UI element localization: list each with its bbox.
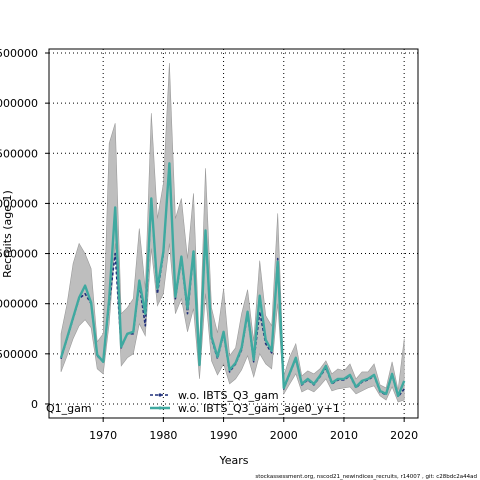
confidence-band-area <box>60 62 405 403</box>
legend-marker-2 <box>158 406 162 410</box>
x-tick-label-1990: 1990 <box>210 429 238 442</box>
y-tick-label-3000000: 3000000 <box>0 97 38 110</box>
x-tick-label-2020: 2020 <box>390 429 418 442</box>
legend-left-entry-fragment: Q1_gam <box>46 402 92 415</box>
confidence-band <box>60 62 405 403</box>
y-tick-label-3500000: 3500000 <box>0 47 38 60</box>
y-tick-label-2500000: 2500000 <box>0 147 38 160</box>
series-line-2 <box>59 162 406 398</box>
y-axis-title: Recruits (age 1) <box>1 190 14 278</box>
axes: 1970 1980 1990 2000 2010 2020 0 500000 1000000 15… <box>0 47 419 442</box>
x-tick-label-2010: 2010 <box>330 429 358 442</box>
y-tick-label-0: 0 <box>31 398 38 411</box>
x-tick-label-1980: 1980 <box>149 429 177 442</box>
legend-label-1: w.o. IBTS_Q3_gam <box>178 389 279 402</box>
x-axis-title: Years <box>218 454 248 467</box>
legend-label-2: w.o. IBTS_Q3_gam_age0_y+1 <box>178 402 340 415</box>
x-tick-label-2000: 2000 <box>270 429 298 442</box>
y-tick-label-500000: 500000 <box>0 348 38 361</box>
plot-frame <box>48 48 419 419</box>
y-tick-label-1500000: 1500000 <box>0 248 38 261</box>
y-tick-label-2000000: 2000000 <box>0 197 38 210</box>
x-tick-label-1970: 1970 <box>89 429 117 442</box>
legend-marker-1 <box>158 393 162 397</box>
footer-text: stockassessment.org, nscod21_newindices_… <box>255 474 477 480</box>
y-tick-label-1000000: 1000000 <box>0 298 38 311</box>
series-lines <box>59 162 406 398</box>
